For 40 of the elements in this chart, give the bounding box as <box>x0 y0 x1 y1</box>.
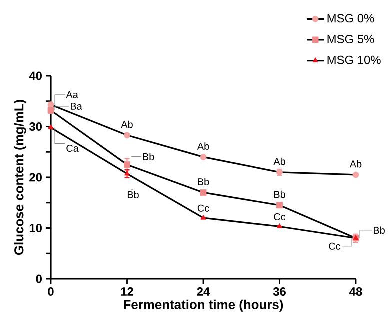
legend-label: MSG 5% <box>328 35 374 44</box>
point <box>200 214 206 220</box>
annotation: Ab <box>121 120 133 128</box>
annotation: Cc <box>198 204 210 212</box>
x-tick-label: 24 <box>197 288 210 296</box>
point <box>200 154 207 160</box>
point <box>48 107 54 114</box>
annotation: Ab <box>197 142 210 150</box>
annotation: Bb <box>143 153 154 160</box>
y-axis-title: Glucose content (mg/mL) <box>14 100 26 256</box>
annotation: Ca <box>66 144 79 152</box>
annotation: Bb <box>198 178 210 186</box>
legend-label: MSG 0% <box>328 14 374 23</box>
y-tick-label: 20 <box>30 173 42 182</box>
annotation: Aa <box>66 91 78 98</box>
annotation: Bb <box>128 191 139 198</box>
x-tick-label: 48 <box>350 288 362 296</box>
annotation: Cc <box>274 213 286 221</box>
point <box>200 190 207 196</box>
x-tick-label: 36 <box>273 288 286 296</box>
point <box>276 224 283 228</box>
point <box>352 172 360 178</box>
x-tick-label: 12 <box>121 288 134 296</box>
x-axis-title: Fermentation time (hours) <box>124 300 284 312</box>
annotation: Bb <box>274 190 286 198</box>
annotation: Bb <box>374 226 385 234</box>
legend-label: MSG 10% <box>328 56 381 64</box>
y-tick-label: 10 <box>30 224 42 232</box>
annotation: Cc <box>329 242 341 250</box>
annotation: Ab <box>274 158 286 166</box>
annotation: Ab <box>350 160 362 168</box>
annotation: Ba <box>71 103 82 110</box>
point <box>276 202 283 209</box>
y-tick-label: 30 <box>29 122 42 131</box>
point <box>124 132 130 139</box>
y-tick-label: 40 <box>29 72 42 80</box>
y-tick-label: 0 <box>36 274 42 284</box>
x-tick-label: 0 <box>48 288 54 296</box>
point <box>48 102 54 108</box>
point <box>48 124 54 130</box>
